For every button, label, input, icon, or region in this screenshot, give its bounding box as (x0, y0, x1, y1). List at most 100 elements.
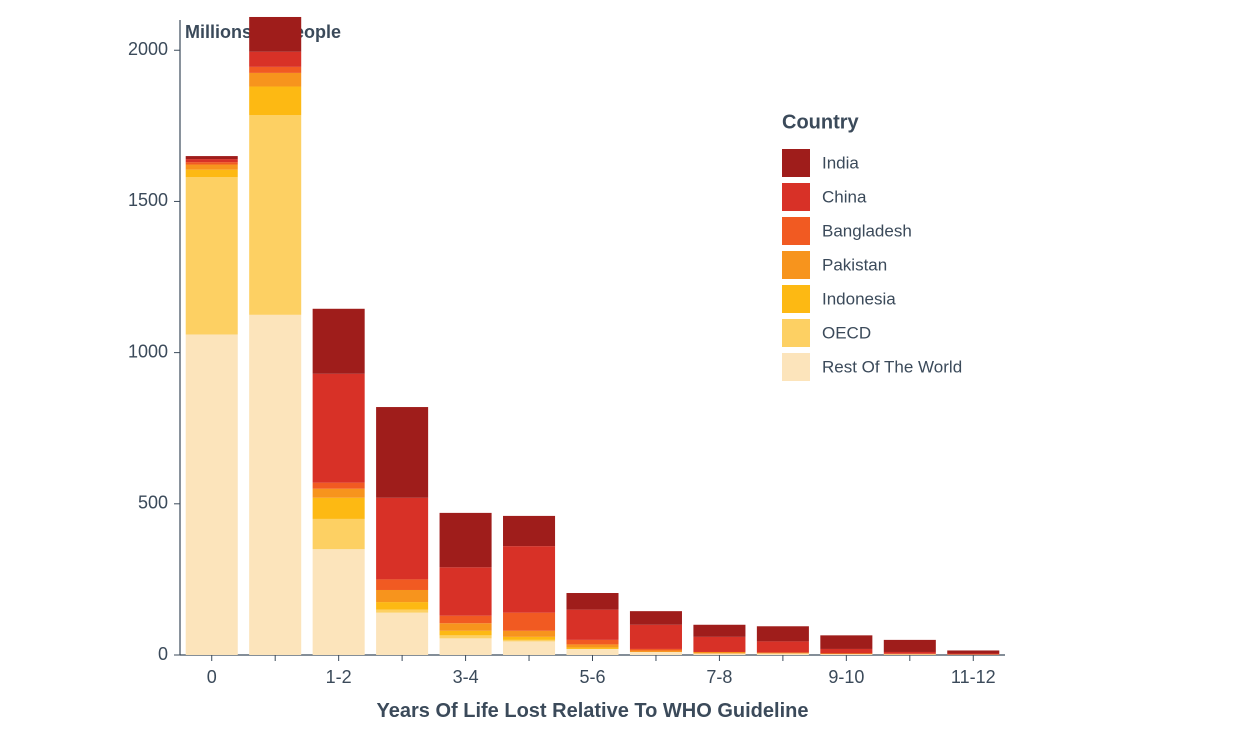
bar-segment-pakistan (630, 650, 682, 652)
bar-segment-china (947, 653, 999, 654)
chart-container: 0500100015002000Millions Of People01-23-… (0, 0, 1251, 730)
y-tick-label: 1000 (128, 341, 168, 361)
x-tick-label: 3-4 (453, 667, 479, 687)
bar-segment-india (884, 640, 936, 652)
bar-segment-china (820, 649, 872, 654)
bar-segment-rest (884, 654, 936, 655)
bar-segment-rest (693, 653, 745, 655)
bar-segment-bangladesh (566, 640, 618, 645)
y-tick-label: 2000 (128, 39, 168, 59)
bar-segment-bangladesh (376, 579, 428, 590)
bar-segment-pakistan (693, 652, 745, 654)
legend-label-bangladesh: Bangladesh (822, 221, 912, 240)
bar-segment-india (249, 17, 301, 52)
x-axis-title: Years Of Life Lost Relative To WHO Guide… (377, 700, 809, 722)
legend-swatch-bangladesh (782, 217, 810, 245)
y-tick-label: 500 (138, 493, 168, 513)
bar-segment-china (440, 567, 492, 615)
bar-segment-rest (313, 549, 365, 655)
y-tick-label: 0 (158, 644, 168, 664)
bar-segment-china (693, 637, 745, 652)
legend-title: Country (782, 112, 860, 134)
bar-segment-rest (440, 638, 492, 655)
legend-label-indonesia: Indonesia (822, 289, 896, 308)
bar-segment-pakistan (820, 653, 872, 654)
bar-segment-oecd (313, 519, 365, 549)
legend-label-pakistan: Pakistan (822, 255, 887, 274)
bar-segment-bangladesh (503, 613, 555, 631)
legend-label-india: India (822, 153, 859, 172)
bar-segment-pakistan (376, 590, 428, 602)
bar-segment-pakistan (313, 489, 365, 498)
bar-segment-bangladesh (630, 649, 682, 651)
bar-segment-oecd (503, 640, 555, 642)
bar-segment-pakistan (757, 653, 809, 654)
bar-segment-india (630, 611, 682, 625)
bar-segment-china (630, 625, 682, 649)
bar-segment-pakistan (440, 623, 492, 631)
bar-segment-pakistan (566, 644, 618, 647)
bar-segment-rest (630, 652, 682, 655)
bar-segment-pakistan (884, 654, 936, 655)
bar-segment-india (693, 625, 745, 637)
legend-swatch-india (782, 149, 810, 177)
legend-swatch-oecd (782, 319, 810, 347)
bar-segment-india (566, 593, 618, 610)
legend-swatch-indonesia (782, 285, 810, 313)
bar-segment-india (757, 626, 809, 641)
bar-segment-indonesia (313, 498, 365, 519)
stacked-bar-chart: 0500100015002000Millions Of People01-23-… (0, 0, 1251, 730)
bar-segment-indonesia (503, 637, 555, 640)
bar-segment-india (820, 635, 872, 649)
legend-label-oecd: OECD (822, 323, 871, 342)
bar-segment-rest (376, 613, 428, 655)
bar-segment-indonesia (376, 602, 428, 610)
bar-segment-indonesia (249, 87, 301, 116)
x-tick-label: 11-12 (951, 667, 996, 687)
bar-segment-pakistan (249, 73, 301, 87)
bar-segment-rest (566, 649, 618, 655)
bar-segment-pakistan (186, 165, 238, 170)
bar-segment-rest (820, 654, 872, 655)
bar-segment-india (313, 309, 365, 374)
bar-segment-india (503, 516, 555, 546)
x-tick-label: 5-6 (579, 667, 605, 687)
bar-segment-china (376, 498, 428, 580)
bar-segment-oecd (249, 115, 301, 315)
bar-segment-rest (186, 334, 238, 655)
x-tick-label: 9-10 (828, 667, 864, 687)
bar-segment-china (884, 652, 936, 654)
bar-segment-oecd (186, 177, 238, 334)
bar-segment-indonesia (440, 631, 492, 636)
bar-segment-china (757, 641, 809, 652)
bar-segment-bangladesh (440, 616, 492, 624)
bar-segment-rest (249, 315, 301, 655)
bar-segment-india (376, 407, 428, 498)
legend-label-china: China (822, 187, 867, 206)
x-tick-label: 7-8 (706, 667, 732, 687)
bar-segment-china (186, 159, 238, 162)
bar-segment-bangladesh (313, 483, 365, 489)
legend-swatch-pakistan (782, 251, 810, 279)
legend-label-rest: Rest Of The World (822, 357, 962, 376)
x-tick-label: 0 (207, 667, 217, 687)
bar-segment-india (947, 650, 999, 653)
y-tick-label: 1500 (128, 190, 168, 210)
bar-segment-rest (757, 653, 809, 655)
bar-segment-oecd (376, 610, 428, 613)
bar-segment-china (249, 52, 301, 67)
bar-segment-oecd (440, 635, 492, 638)
x-tick-label: 1-2 (326, 667, 352, 687)
legend-swatch-china (782, 183, 810, 211)
bar-segment-china (313, 374, 365, 483)
bar-segment-bangladesh (186, 162, 238, 164)
bar-segment-indonesia (566, 647, 618, 649)
bar-segment-bangladesh (249, 67, 301, 73)
bar-segment-pakistan (503, 631, 555, 637)
legend-swatch-rest (782, 353, 810, 381)
bar-segment-india (440, 513, 492, 567)
bar-segment-indonesia (186, 170, 238, 178)
bar-segment-china (566, 610, 618, 640)
bar-segment-china (503, 546, 555, 613)
bar-segment-rest (503, 641, 555, 655)
